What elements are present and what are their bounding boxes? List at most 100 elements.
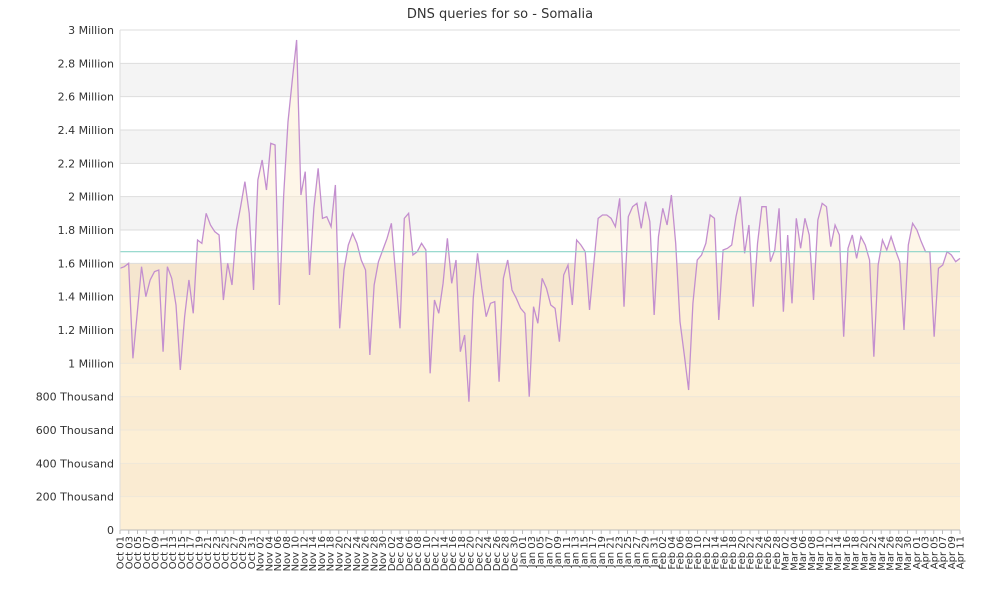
x-tick-label: Oct 05 (133, 536, 144, 569)
x-tick-label: Dec 18 (457, 536, 468, 571)
x-tick-label: Jan 01 (518, 536, 529, 568)
x-tick-label: Mar 18 (851, 536, 862, 571)
x-tick-label: Dec 20 (466, 536, 477, 571)
y-tick-label: 0 (107, 524, 114, 537)
y-tick-label: 1 Million (68, 357, 114, 370)
x-tick-label: Nov 20 (334, 536, 345, 571)
plot-band (120, 130, 960, 164)
x-tick-label: Feb 10 (693, 536, 704, 570)
x-tick-label: Feb 22 (746, 536, 757, 570)
x-tick-label: Nov 02 (256, 536, 267, 571)
x-tick-label: Dec 04 (396, 536, 407, 571)
x-tick-label: Mar 12 (824, 536, 835, 571)
x-tick-label: Jan 23 (614, 536, 625, 568)
y-tick-label: 200 Thousand (36, 491, 114, 504)
x-tick-label: Jan 05 (536, 536, 547, 568)
x-tick-label: Nov 04 (264, 536, 275, 571)
x-tick-label: Dec 24 (483, 536, 494, 571)
x-tick-label: Mar 06 (798, 536, 809, 571)
x-tick-label: Jan 17 (588, 536, 599, 568)
x-tick-label: Oct 21 (203, 536, 214, 569)
x-tick-label: Jan 31 (649, 536, 660, 568)
x-tick-label: Oct 25 (221, 536, 232, 569)
plot-band (120, 30, 960, 64)
x-tick-label: Feb 12 (702, 536, 713, 570)
x-tick-label: Mar 28 (894, 536, 905, 571)
x-tick-label: Jan 21 (606, 536, 617, 568)
x-tick-label: Oct 07 (142, 536, 153, 569)
x-tick-label: Apr 05 (929, 536, 940, 569)
y-tick-label: 1.4 Million (58, 291, 114, 304)
x-tick-label: Oct 23 (212, 536, 223, 569)
x-tick-label: Mar 14 (833, 536, 844, 571)
x-tick-label: Oct 11 (159, 536, 170, 569)
y-tick-label: 2.2 Million (58, 157, 114, 170)
y-tick-label: 800 Thousand (36, 391, 114, 404)
x-tick-label: Oct 31 (247, 536, 258, 569)
x-tick-label: Nov 06 (273, 536, 284, 571)
x-tick-label: Jan 11 (562, 536, 573, 568)
x-tick-label: Nov 22 (343, 536, 354, 571)
x-tick-label: Oct 27 (229, 536, 240, 569)
x-tick-label: Feb 08 (684, 536, 695, 570)
x-tick-label: Jan 25 (623, 536, 634, 568)
x-tick-label: Mar 16 (842, 536, 853, 571)
x-tick-label: Mar 02 (781, 536, 792, 571)
x-tick-label: Oct 09 (151, 536, 162, 569)
x-tick-label: Oct 03 (124, 536, 135, 569)
y-tick-label: 2 Million (68, 191, 114, 204)
y-tick-label: 2.6 Million (58, 91, 114, 104)
x-tick-label: Apr 09 (947, 536, 958, 569)
x-tick-label: Oct 29 (238, 536, 249, 569)
x-tick-label: Jan 27 (632, 536, 643, 568)
x-tick-label: Apr 07 (938, 536, 949, 569)
x-tick-label: Feb 14 (711, 536, 722, 570)
x-tick-label: Nov 24 (352, 536, 363, 571)
y-tick-label: 2.8 Million (58, 57, 114, 70)
y-tick-label: 600 Thousand (36, 424, 114, 437)
x-tick-label: Oct 13 (168, 536, 179, 569)
x-tick-label: Mar 30 (903, 536, 914, 571)
y-tick-label: 1.6 Million (58, 257, 114, 270)
x-tick-label: Feb 02 (658, 536, 669, 570)
x-tick-label: Dec 30 (509, 536, 520, 571)
y-tick-label: 1.8 Million (58, 224, 114, 237)
x-tick-label: Nov 30 (378, 536, 389, 571)
x-tick-label: Dec 14 (439, 536, 450, 571)
x-tick-label: Nov 16 (317, 536, 328, 571)
x-tick-label: Dec 10 (422, 536, 433, 571)
x-tick-label: Feb 06 (676, 536, 687, 570)
x-tick-label: Oct 17 (186, 536, 197, 569)
x-tick-label: Dec 28 (501, 536, 512, 571)
x-tick-label: Feb 26 (763, 536, 774, 570)
x-tick-label: Mar 08 (807, 536, 818, 571)
x-tick-label: Nov 28 (369, 536, 380, 571)
plot-band (120, 63, 960, 97)
x-tick-label: Nov 14 (308, 536, 319, 571)
x-tick-label: Jan 19 (597, 536, 608, 568)
x-tick-label: Feb 16 (719, 536, 730, 570)
x-tick-label: Mar 22 (868, 536, 879, 571)
x-tick-label: Oct 01 (116, 536, 127, 569)
x-tick-label: Jan 29 (641, 536, 652, 568)
y-tick-label: 400 Thousand (36, 457, 114, 470)
queries-line (119, 39, 961, 402)
x-tick-label: Jan 09 (553, 536, 564, 568)
x-tick-label: Jan 07 (544, 536, 555, 568)
x-tick-label: Oct 19 (194, 536, 205, 569)
x-tick-label: Apr 03 (921, 536, 932, 569)
x-tick-label: Oct 15 (177, 536, 188, 569)
x-tick-label: Mar 24 (877, 536, 888, 571)
x-tick-label: Nov 18 (326, 536, 337, 571)
x-tick-label: Dec 16 (448, 536, 459, 571)
x-tick-label: Feb 18 (728, 536, 739, 570)
x-tick-label: Nov 26 (361, 536, 372, 571)
x-tick-label: Feb 20 (737, 536, 748, 570)
y-tick-label: 1.2 Million (58, 324, 114, 337)
x-tick-label: Jan 13 (571, 536, 582, 568)
queries-area (120, 40, 960, 530)
x-tick-label: Dec 12 (431, 536, 442, 571)
plot-band (120, 96, 960, 130)
